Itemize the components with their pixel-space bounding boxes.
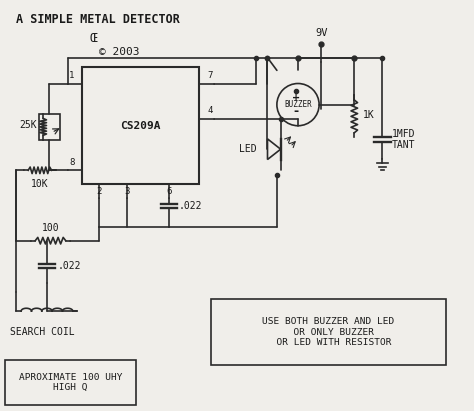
Text: 1MFD
TANT: 1MFD TANT xyxy=(392,129,415,150)
Text: Œ: Œ xyxy=(89,32,97,45)
Text: LED: LED xyxy=(239,144,256,154)
Text: SEARCH COIL: SEARCH COIL xyxy=(10,328,74,337)
Text: 2: 2 xyxy=(96,187,101,196)
Text: .022: .022 xyxy=(57,261,81,271)
Text: A SIMPLE METAL DETECTOR: A SIMPLE METAL DETECTOR xyxy=(17,13,180,26)
Text: 1: 1 xyxy=(69,71,74,80)
Text: -: - xyxy=(293,105,298,118)
Text: 4: 4 xyxy=(207,106,212,115)
Text: 8: 8 xyxy=(69,158,74,167)
Text: APROXIMATE 100 UHY
HIGH Q: APROXIMATE 100 UHY HIGH Q xyxy=(18,373,122,392)
Text: +: + xyxy=(292,92,300,103)
Text: 25K: 25K xyxy=(19,120,37,129)
Text: © 2003: © 2003 xyxy=(99,47,139,58)
Text: BUZZER: BUZZER xyxy=(284,100,312,109)
Text: CS209A: CS209A xyxy=(120,121,161,131)
Text: 6: 6 xyxy=(166,187,172,196)
Bar xyxy=(39,114,60,140)
Text: 10K: 10K xyxy=(31,179,49,189)
Text: 7: 7 xyxy=(207,71,212,80)
Text: .022: .022 xyxy=(178,201,202,211)
Text: 1K: 1K xyxy=(363,111,374,120)
Text: 100: 100 xyxy=(41,223,59,233)
Text: USE BOTH BUZZER AND LED
  OR ONLY BUZZER
  OR LED WITH RESISTOR: USE BOTH BUZZER AND LED OR ONLY BUZZER O… xyxy=(263,317,395,347)
Text: 3: 3 xyxy=(124,187,129,196)
Text: 9V: 9V xyxy=(315,28,328,38)
Bar xyxy=(82,67,200,185)
